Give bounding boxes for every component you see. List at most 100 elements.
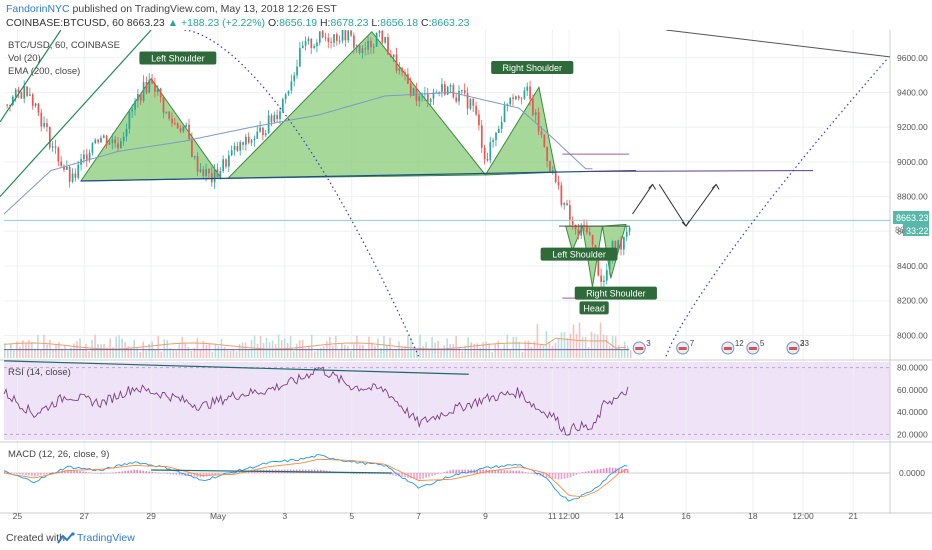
volume-bar [307,346,310,358]
candle-body [282,99,284,112]
macd-histogram-bar [536,473,539,476]
candle-body [66,166,68,170]
candle-body [381,30,384,43]
candle-body [83,154,85,160]
legend-volume: Vol (20) [8,53,41,64]
volume-bar [416,349,418,358]
volume-bar [467,337,469,358]
macd-histogram-bar [4,471,6,473]
candle-body [512,97,514,100]
volume-bar [88,351,90,358]
volume-bar [169,347,172,358]
candle-body [37,103,40,113]
macd-histogram-bar [554,473,557,480]
rsi-tick-label: 80.0000 [897,363,928,373]
macd-histogram-bar [530,473,533,474]
candle-body [128,111,131,129]
macd-histogram-bar [482,469,485,473]
volume-bar [259,336,262,358]
candle-body [623,236,625,250]
volume-bar [289,336,292,358]
candle-body [398,68,401,71]
macd-histogram-bar [88,472,90,474]
author-link[interactable]: FandorinNYC [6,3,70,15]
x-tick-label: 11 [548,511,557,521]
volume-bar [154,349,157,358]
tradingview-brand[interactable]: TradingView [77,532,135,544]
candle-body [182,126,185,132]
macd-histogram-bar [542,473,545,477]
macd-histogram-bar [13,473,15,474]
candle-body [392,54,395,58]
candle-body [151,79,153,84]
macd-histogram-bar [533,473,536,475]
macd-histogram-bar [76,470,78,473]
candle-body [148,79,151,93]
volume-bar [605,335,608,358]
macd-histogram-bar [551,473,554,479]
macd-histogram-bar [455,469,457,473]
macd-histogram-bar [518,470,521,473]
volume-bar [428,349,430,358]
volume-bar [422,345,424,358]
volume-bar [596,334,599,358]
macd-histogram-bar [232,471,235,473]
candle-body [358,45,361,53]
volume-bar [350,350,352,358]
candle-body [432,92,435,99]
candle-body [233,145,236,151]
candle-body [355,45,358,48]
x-tick-label: 21 [848,511,858,521]
candle-body [384,37,387,43]
macd-histogram-bar [145,471,148,473]
volume-bar [440,350,442,358]
candle-body [29,94,31,96]
candle-body [517,96,520,99]
volume-bar [103,343,105,358]
candle-body [117,143,119,149]
candle-body [318,31,321,43]
candle-body [313,46,315,48]
hidden-axis-label: 86 [895,225,905,235]
macd-histogram-bar [94,473,96,474]
high-label: H: [319,17,331,29]
rsi-divergence-line [3,360,469,375]
macd-histogram-bar [10,472,12,474]
volume-bar [344,344,346,358]
volume-bar [61,349,63,358]
candle-body [139,93,142,101]
candle-body [196,156,199,172]
volume-bar [208,343,211,358]
macd-histogram-bar [190,473,193,477]
volume-bar [401,347,403,358]
volume-bars [3,322,632,358]
macd-histogram-bar [437,473,439,475]
event-count: 33 [800,339,809,348]
volume-bar [127,346,129,358]
volume-bar [211,351,214,358]
candle-body [205,168,207,176]
volume-bar [587,346,590,358]
volume-bar [629,350,632,358]
arrow-head [711,183,720,190]
volume-bar [34,348,36,358]
macd-histogram-bar [590,470,593,473]
candle-body [316,42,318,47]
volume-bar [97,344,99,358]
candle-body [301,45,304,49]
candle-body [344,30,347,41]
volume-bar [334,335,337,358]
volume-bar [199,349,202,358]
rsi-tick-label: 40.0000 [897,407,928,417]
candle-body [495,132,497,141]
volume-bar [7,349,9,358]
volume-bar [331,345,334,358]
volume-bar [49,339,51,358]
volume-bar [19,346,21,358]
macd-histogram-bar [40,473,42,476]
volume-bar [515,336,518,358]
x-tick-label: 7 [416,511,421,521]
candle-body [296,66,298,76]
macd-histogram-bar [166,473,169,474]
